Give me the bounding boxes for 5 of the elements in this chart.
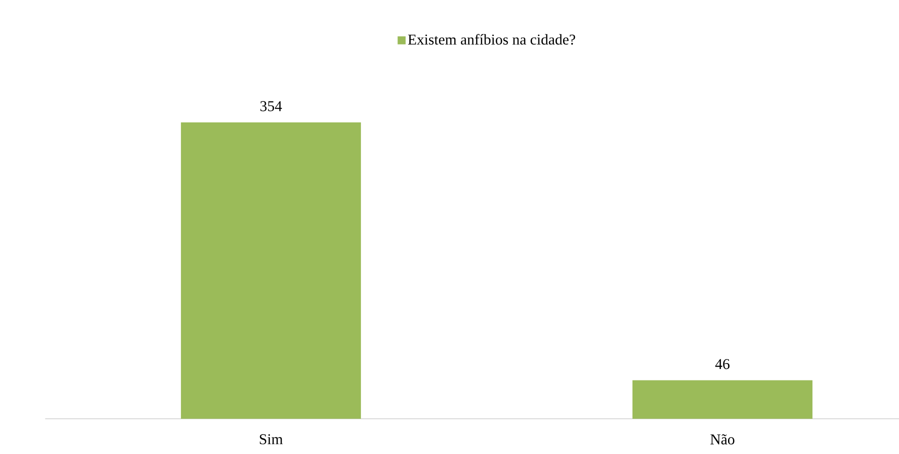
data-label: 354 xyxy=(260,101,282,112)
x-tick-label: Sim xyxy=(260,434,283,444)
legend-label: Existem anfíbios na cidade? xyxy=(408,34,576,45)
x-tick-label: Não xyxy=(710,434,734,444)
data-label: 46 xyxy=(715,359,730,370)
